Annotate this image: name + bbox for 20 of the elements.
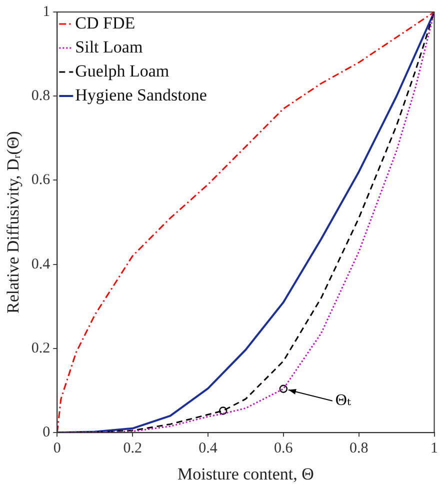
x-tick-label: 0.2: [123, 440, 142, 457]
y-tick-label: 0.8: [31, 88, 50, 104]
y-tick-label: 1: [42, 4, 50, 20]
x-tick-label: 0.8: [349, 440, 368, 457]
x-tick-label: 0.4: [198, 440, 218, 457]
legend-label: Silt Loam: [75, 37, 143, 56]
annotation: Θₜ: [335, 392, 351, 410]
legend-label: Guelph Loam: [75, 61, 170, 80]
x-tick-label: 0: [53, 440, 61, 457]
legend-label: CD FDE: [75, 13, 136, 32]
x-tick-label: 0.6: [274, 440, 294, 457]
x-axis-title: Moisture content, Θ: [177, 464, 314, 484]
y-tick-label: 0.4: [31, 256, 51, 272]
legend-label: Hygiene Sandstone: [75, 85, 207, 104]
y-tick-label: 0: [42, 424, 50, 441]
x-tick-label: 1: [430, 440, 438, 457]
y-tick-label: 0.2: [31, 340, 50, 356]
y-tick-label: 0.6: [31, 172, 51, 188]
y-axis-title: Relative Diffusivity, Dᵣ(Θ): [4, 131, 23, 314]
line-series: [57, 12, 434, 433]
